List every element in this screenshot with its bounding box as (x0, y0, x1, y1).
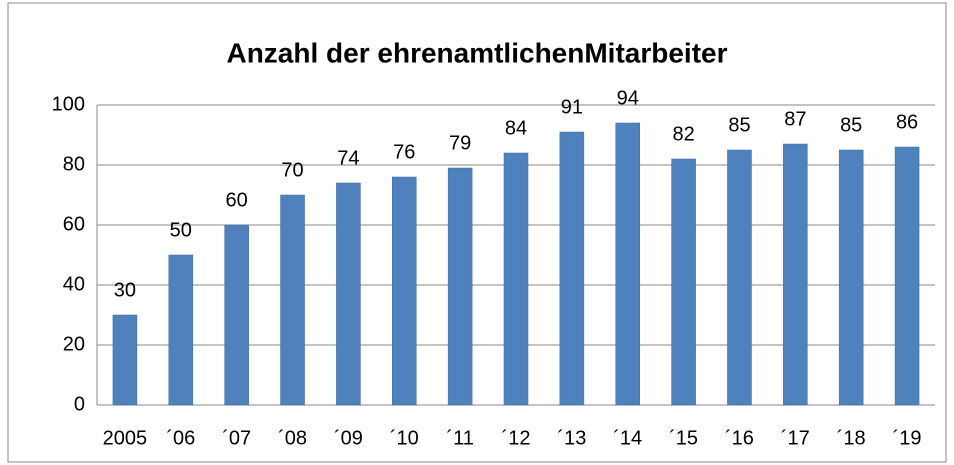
x-tick-label: ´10 (390, 427, 419, 449)
y-tick-label: 80 (63, 153, 85, 175)
data-label: 91 (561, 96, 583, 118)
data-label: 79 (449, 132, 471, 154)
bar (894, 146, 920, 406)
data-label: 94 (617, 87, 639, 109)
y-tick-label: 40 (63, 273, 85, 295)
x-tick-label: ´09 (334, 427, 363, 449)
bar (671, 158, 696, 406)
bar (224, 224, 249, 406)
bar (280, 194, 305, 406)
data-label: 60 (226, 189, 248, 211)
data-label: 84 (505, 117, 527, 139)
bar (336, 182, 361, 406)
x-tick-label: ´17 (781, 427, 810, 449)
x-tick-label: ´18 (837, 427, 866, 449)
bar (168, 254, 194, 406)
y-tick-label: 60 (63, 213, 85, 235)
x-tick-label: 2005 (103, 427, 148, 449)
x-tick-label: ´19 (893, 427, 922, 449)
data-label: 50 (170, 219, 192, 241)
y-tick-label: 20 (63, 333, 85, 355)
bar (392, 176, 417, 406)
x-tick-label: ´12 (502, 427, 531, 449)
x-tick-label: ´06 (166, 427, 195, 449)
x-tick-label: ´15 (669, 427, 698, 449)
bar (727, 149, 752, 406)
chart-title: Anzahl der ehrenamtlichenMitarbeiter (226, 37, 727, 68)
data-label: 30 (114, 279, 136, 301)
data-label: 85 (840, 114, 862, 136)
y-tick-label: 0 (74, 393, 85, 415)
bar (838, 149, 864, 406)
x-tick-label: ´11 (446, 427, 473, 449)
data-label: 85 (728, 114, 750, 136)
bar (559, 131, 585, 406)
x-tick-label: ´08 (278, 427, 307, 449)
x-tick-label: ´13 (557, 427, 586, 449)
bar (503, 152, 529, 406)
x-tick-label: ´14 (613, 427, 642, 449)
bar (112, 314, 138, 406)
x-tick-label: ´07 (222, 427, 251, 449)
bar (615, 122, 640, 406)
data-label: 87 (784, 108, 806, 130)
bar (783, 143, 808, 406)
x-tick-label: ´16 (725, 427, 754, 449)
data-label: 76 (393, 141, 415, 163)
data-label: 74 (337, 147, 359, 169)
data-label: 82 (672, 123, 694, 145)
data-label: 86 (896, 111, 918, 133)
bar (447, 167, 473, 406)
data-label: 70 (281, 159, 303, 181)
y-tick-label: 100 (52, 93, 85, 115)
